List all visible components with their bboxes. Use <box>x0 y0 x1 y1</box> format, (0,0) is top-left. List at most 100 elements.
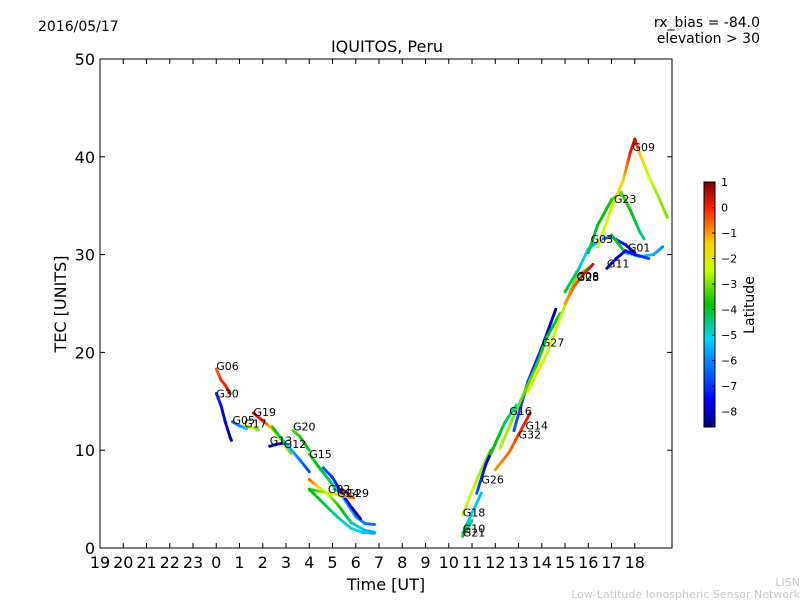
series-label-g18: G18 <box>463 507 486 520</box>
data-point <box>642 237 646 241</box>
colorbar-label: Latitude <box>742 276 758 334</box>
x-tick-label: 6 <box>351 553 361 572</box>
x-tick-label: 4 <box>304 553 314 572</box>
data-point <box>647 257 651 260</box>
series-g06 <box>214 367 232 395</box>
data-point <box>307 470 311 474</box>
x-tick-label: 1 <box>234 553 244 572</box>
footer-network: Low-Latitude Ionospheric Sensor Network <box>571 588 800 600</box>
y-tick-label: 0 <box>85 539 95 558</box>
x-tick-label: 3 <box>281 553 291 572</box>
series-label-g10: G10 <box>463 522 486 535</box>
data-point <box>665 215 669 219</box>
series-label-g21: G21 <box>463 526 486 539</box>
x-tick-label: 8 <box>397 553 407 572</box>
data-point <box>470 519 474 523</box>
series-label-g12: G12 <box>284 438 307 451</box>
x-tick-label: 13 <box>508 553 528 572</box>
data-point <box>279 441 283 445</box>
x-tick-label: 22 <box>160 553 180 572</box>
series-label-g09: G09 <box>632 141 655 154</box>
colorbar-tick-label: −5 <box>721 329 737 342</box>
data-point <box>554 307 558 311</box>
plot-frame <box>99 58 673 549</box>
series-g29 <box>307 487 376 535</box>
series-g05 <box>231 420 248 431</box>
series-label-g23: G23 <box>614 193 637 206</box>
series-g09 <box>596 137 669 249</box>
x-axis: 19 20 21 22 23 0 1 2 3 4 5 6 7 8 9 10 11 12 13 14 15 16 17 18 <box>90 59 645 572</box>
colorbar-tick-label: −8 <box>721 406 737 419</box>
data-layer <box>214 137 669 538</box>
colorbar-tick-label: −1 <box>721 227 737 240</box>
x-tick-label: 2 <box>258 553 268 572</box>
series-label-g08: G08 <box>577 270 600 283</box>
x-tick-label: 5 <box>327 553 337 572</box>
colorbar-tick-label: −6 <box>721 355 737 368</box>
series-label-g30: G30 <box>216 387 239 400</box>
x-tick-label: 14 <box>532 553 552 572</box>
footer-brand: LISN <box>775 576 800 589</box>
series-g16 <box>489 403 518 456</box>
x-tick-label: 12 <box>485 553 505 572</box>
series-label-g11: G11 <box>607 257 630 270</box>
data-point <box>358 517 362 521</box>
colorbar-tick-label: −3 <box>721 278 737 291</box>
x-tick-label: 19 <box>90 553 110 572</box>
y-tick-label: 30 <box>75 246 95 265</box>
series-g10 <box>461 491 483 535</box>
y-tick-label: 10 <box>75 441 95 460</box>
y-tick-label: 40 <box>75 148 95 167</box>
info-line-elevation: elevation > 30 <box>657 31 760 47</box>
series-g13 <box>268 441 283 448</box>
series-label-g17: G17 <box>244 418 267 431</box>
series-g21 <box>461 519 474 538</box>
series-label-g24: G24 <box>337 487 360 500</box>
series-label-g20: G20 <box>293 421 316 434</box>
series-g08 <box>526 266 590 393</box>
data-point <box>229 438 233 442</box>
data-point <box>245 427 248 431</box>
series-label-g15: G15 <box>309 448 332 461</box>
series-label-g02: G02 <box>328 483 351 496</box>
chart-title: IQUITOS, Peru <box>331 37 443 56</box>
series-label-g01: G01 <box>628 242 651 255</box>
x-tick-label: 7 <box>374 553 384 572</box>
x-tick-label: 10 <box>439 553 459 572</box>
y-axis-label: TEC [UNITS] <box>51 256 70 354</box>
series-label-g03: G03 <box>591 233 614 246</box>
series-label-g28: G28 <box>577 271 600 284</box>
colorbar-tick-label: −2 <box>721 253 737 266</box>
data-point <box>228 392 232 395</box>
x-tick-label: 18 <box>625 553 645 572</box>
y-tick-label: 50 <box>75 50 95 69</box>
series-g30 <box>214 392 233 442</box>
y-axis: 0 10 20 30 40 50 <box>75 50 672 558</box>
data-point <box>256 428 260 432</box>
series-g27 <box>498 311 562 450</box>
info-line-bias: rx_bias = -84.0 <box>654 15 760 31</box>
series-g28 <box>563 262 595 305</box>
x-tick-label: 11 <box>462 553 482 572</box>
series-label-g14: G14 <box>526 420 549 433</box>
x-tick-label: 16 <box>578 553 598 572</box>
x-tick-label: 9 <box>420 553 430 572</box>
colorbar-gradient <box>703 181 716 428</box>
x-tick-label: 21 <box>136 553 156 572</box>
series-g23 <box>586 190 646 255</box>
x-tick-label: 0 <box>211 553 221 572</box>
series-label-g29: G29 <box>346 487 369 500</box>
series-g15 <box>307 452 376 526</box>
x-tick-label: 23 <box>183 553 203 572</box>
data-point <box>479 491 483 495</box>
colorbar-ticks: 1 0 −1 −2 −3 −4 −5 −6 −7 −8 <box>712 176 737 419</box>
series-g11 <box>605 249 651 270</box>
series-label-g05: G05 <box>233 414 256 427</box>
date-label: 2016/05/17 <box>38 19 119 35</box>
colorbar-tick-label: −7 <box>721 380 737 393</box>
data-point <box>661 245 665 249</box>
x-axis-label: Time [UT] <box>346 575 425 594</box>
series-label-g27: G27 <box>542 337 565 350</box>
